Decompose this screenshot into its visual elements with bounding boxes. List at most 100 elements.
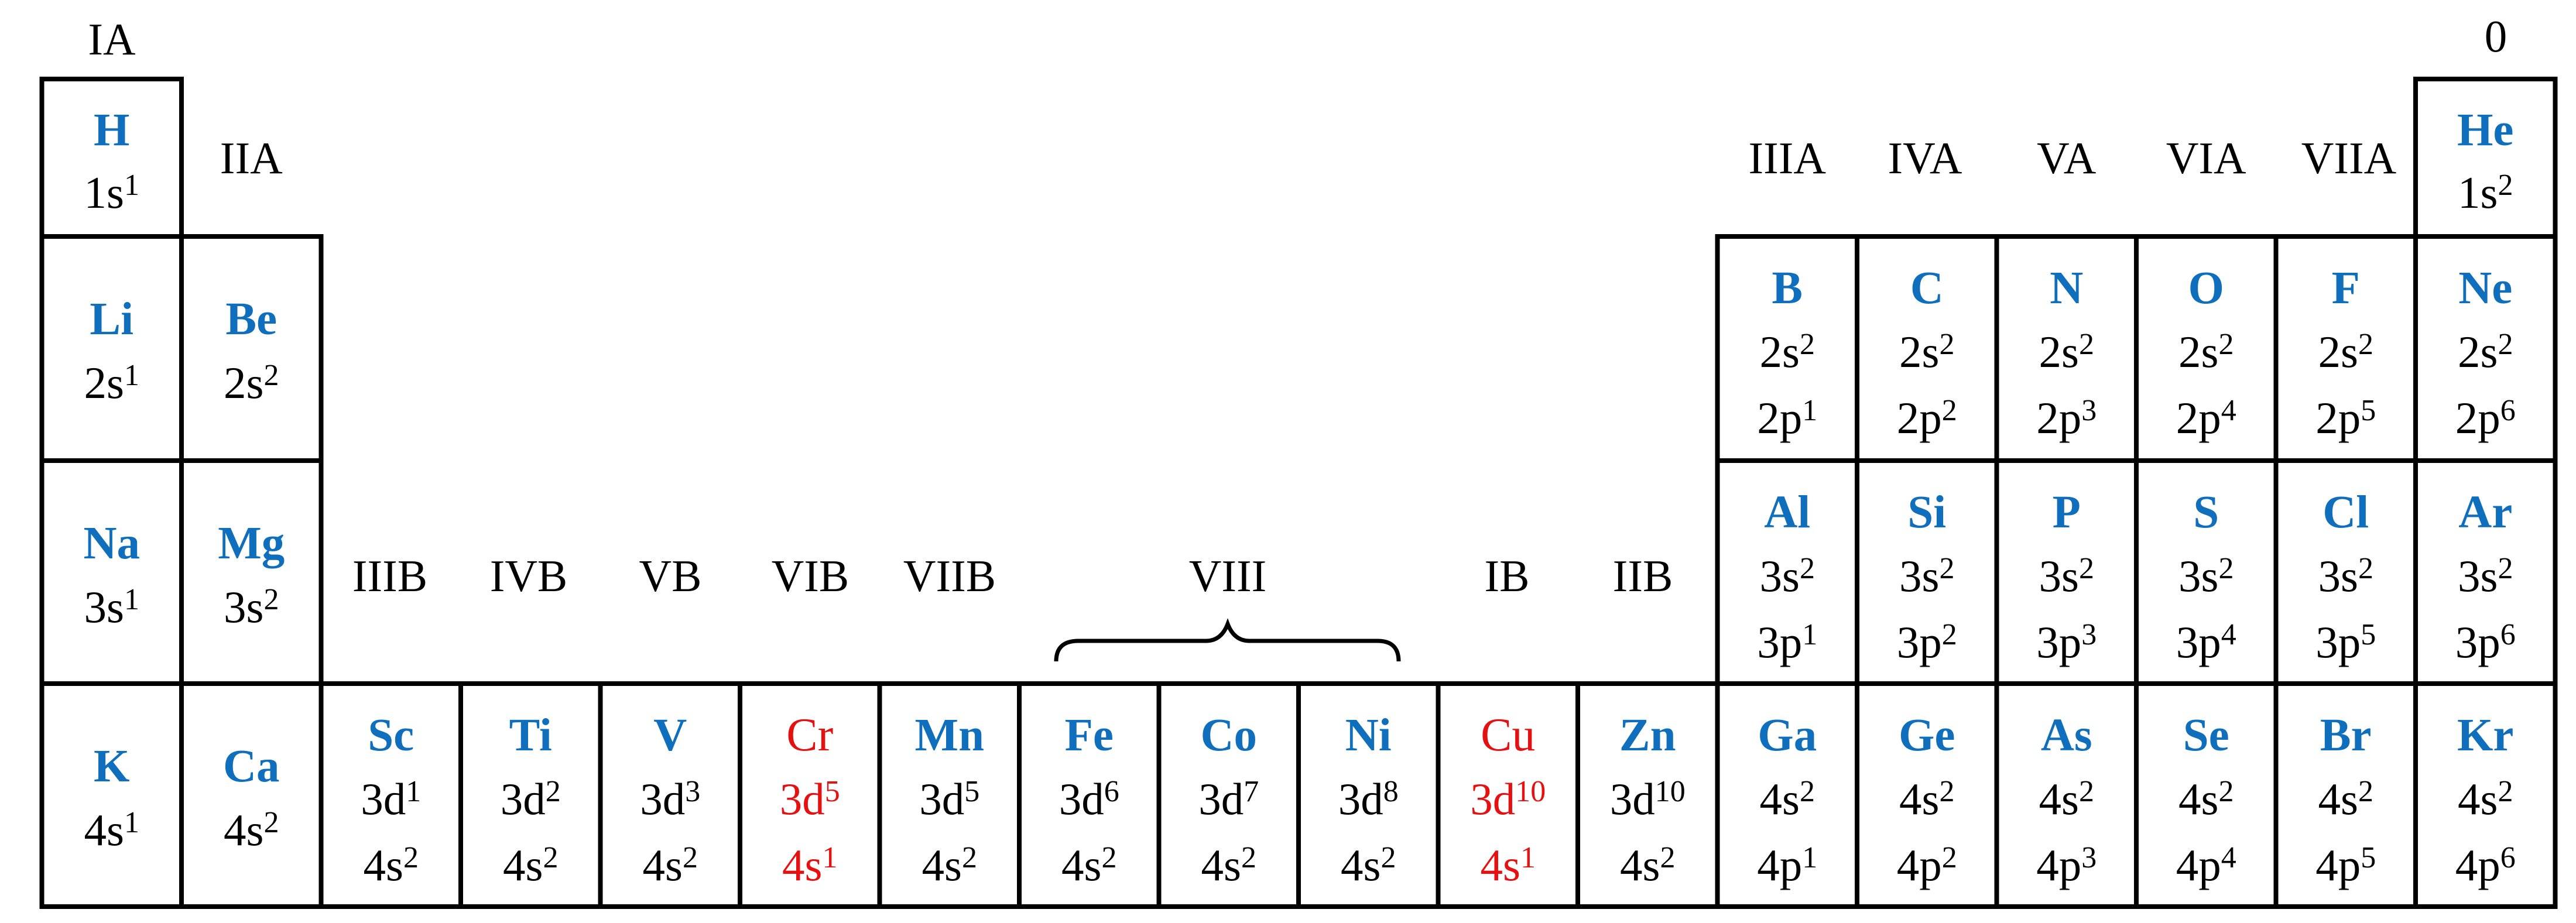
svg-text:Co: Co	[1200, 710, 1257, 761]
svg-text:Na: Na	[83, 518, 140, 569]
svg-text:4s2: 4s2	[1760, 774, 1815, 824]
svg-text:Li: Li	[90, 294, 133, 345]
svg-text:3d2: 3d2	[501, 774, 561, 824]
svg-text:3s2: 3s2	[2178, 551, 2234, 601]
svg-text:V: V	[653, 710, 687, 761]
svg-text:3s2: 3s2	[1760, 551, 1815, 601]
svg-text:3d10: 3d10	[1610, 774, 1686, 824]
svg-text:P: P	[2053, 487, 2081, 538]
svg-text:4p2: 4p2	[1897, 840, 1957, 890]
svg-text:Ti: Ti	[509, 710, 552, 761]
svg-text:IVB: IVB	[490, 551, 568, 601]
svg-text:4s2: 4s2	[364, 840, 419, 890]
svg-text:4s2: 4s2	[1341, 840, 1396, 890]
svg-text:IIIA: IIIA	[1748, 133, 1826, 183]
svg-text:VA: VA	[2037, 133, 2097, 183]
svg-text:2p5: 2p5	[2315, 393, 2376, 443]
svg-text:4s1: 4s1	[84, 805, 139, 855]
svg-text:1s2: 1s2	[2458, 167, 2513, 218]
svg-text:Zn: Zn	[1619, 710, 1676, 761]
svg-text:4p5: 4p5	[2315, 840, 2376, 890]
svg-text:VIIB: VIIB	[903, 551, 996, 601]
svg-text:2p3: 2p3	[2036, 393, 2097, 443]
svg-text:3p1: 3p1	[1757, 617, 1817, 667]
svg-text:K: K	[94, 741, 129, 792]
svg-text:Al: Al	[1764, 487, 1810, 538]
svg-text:As: As	[2041, 710, 2092, 761]
svg-text:3d7: 3d7	[1198, 774, 1259, 824]
svg-text:3s2: 3s2	[2039, 551, 2094, 601]
svg-text:2s2: 2s2	[2318, 327, 2373, 377]
svg-text:VIB: VIB	[772, 551, 849, 601]
svg-text:Si: Si	[1907, 487, 1946, 538]
svg-text:3s2: 3s2	[2318, 551, 2373, 601]
svg-text:3d1: 3d1	[361, 774, 421, 824]
svg-text:Cl: Cl	[2322, 487, 2369, 538]
svg-text:2s1: 2s1	[84, 358, 139, 408]
svg-text:4p6: 4p6	[2455, 840, 2516, 890]
svg-text:3p4: 3p4	[2176, 617, 2236, 667]
svg-text:VIIA: VIIA	[2301, 133, 2397, 183]
svg-text:4s2: 4s2	[2039, 774, 2094, 824]
svg-text:4s2: 4s2	[2178, 774, 2234, 824]
svg-text:O: O	[2188, 263, 2224, 314]
svg-text:Kr: Kr	[2457, 710, 2514, 761]
svg-text:VIII: VIII	[1189, 551, 1267, 601]
svg-text:3d5: 3d5	[780, 774, 840, 824]
svg-text:3d3: 3d3	[640, 774, 700, 824]
svg-text:3d10: 3d10	[1470, 774, 1546, 824]
svg-text:Se: Se	[2183, 710, 2229, 761]
svg-text:Ni: Ni	[1345, 710, 1392, 761]
svg-text:IB: IB	[1485, 551, 1530, 601]
svg-text:3s2: 3s2	[224, 582, 279, 632]
svg-text:4s2: 4s2	[503, 840, 558, 890]
svg-text:4s2: 4s2	[2458, 774, 2513, 824]
svg-text:4s2: 4s2	[1201, 840, 1256, 890]
svg-text:3s1: 3s1	[84, 582, 139, 632]
svg-text:3s2: 3s2	[2458, 551, 2513, 601]
svg-text:3p2: 3p2	[1897, 617, 1957, 667]
svg-text:0: 0	[2485, 11, 2508, 61]
svg-text:3s2: 3s2	[1899, 551, 1954, 601]
svg-text:3p6: 3p6	[2455, 617, 2516, 667]
svg-text:4s2: 4s2	[1899, 774, 1954, 824]
svg-text:Ga: Ga	[1758, 710, 1817, 761]
svg-text:4s2: 4s2	[1061, 840, 1116, 890]
svg-text:Sc: Sc	[368, 710, 414, 761]
svg-text:4s2: 4s2	[1620, 840, 1675, 890]
svg-text:IIA: IIA	[220, 133, 283, 183]
svg-text:4s1: 4s1	[1481, 840, 1536, 890]
svg-text:2s2: 2s2	[2039, 327, 2094, 377]
svg-text:Ar: Ar	[2458, 487, 2512, 538]
svg-text:3d8: 3d8	[1338, 774, 1399, 824]
svg-text:IIIB: IIIB	[352, 551, 427, 601]
svg-text:2s2: 2s2	[2458, 327, 2513, 377]
svg-text:VIA: VIA	[2166, 133, 2246, 183]
svg-text:H: H	[94, 105, 129, 156]
svg-text:VB: VB	[639, 551, 702, 601]
svg-text:2p4: 2p4	[2176, 393, 2236, 443]
svg-text:4s2: 4s2	[922, 840, 977, 890]
svg-text:2p1: 2p1	[1757, 393, 1817, 443]
svg-text:3d6: 3d6	[1059, 774, 1119, 824]
svg-text:Ca: Ca	[223, 741, 280, 792]
svg-text:Br: Br	[2320, 710, 2372, 761]
svg-text:3p3: 3p3	[2036, 617, 2097, 667]
svg-text:4p4: 4p4	[2176, 840, 2236, 890]
svg-text:2p6: 2p6	[2455, 393, 2516, 443]
svg-text:4s2: 4s2	[2318, 774, 2373, 824]
svg-text:Be: Be	[225, 294, 277, 345]
svg-text:4s2: 4s2	[224, 805, 279, 855]
svg-text:He: He	[2457, 105, 2514, 156]
svg-text:2s2: 2s2	[224, 358, 279, 408]
svg-text:B: B	[1772, 263, 1803, 314]
svg-text:S: S	[2193, 487, 2219, 538]
svg-text:4s1: 4s1	[782, 840, 837, 890]
svg-text:2s2: 2s2	[1899, 327, 1954, 377]
svg-text:IA: IA	[88, 14, 136, 64]
svg-text:IVA: IVA	[1888, 133, 1962, 183]
svg-text:4p1: 4p1	[1757, 840, 1817, 890]
svg-text:Fe: Fe	[1065, 710, 1114, 761]
svg-text:Cu: Cu	[1481, 709, 1535, 761]
svg-text:2p2: 2p2	[1897, 393, 1957, 443]
